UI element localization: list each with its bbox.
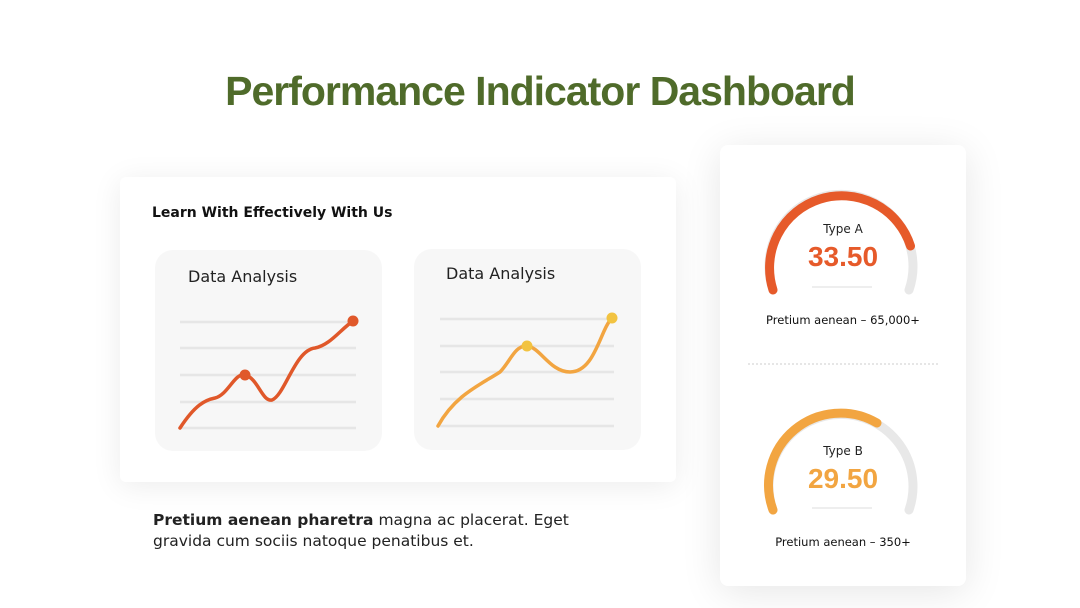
gauge-label: Type B xyxy=(823,444,863,458)
panel-lines xyxy=(180,317,614,430)
gauge-caption: Pretium aenean – 65,000+ xyxy=(766,313,920,327)
gauge-caption: Pretium aenean – 350+ xyxy=(775,535,911,549)
point xyxy=(521,340,533,352)
panel xyxy=(155,250,382,451)
gauge-label: Type A xyxy=(823,222,863,236)
gauge-value: 29.50 xyxy=(807,463,879,494)
gauge-arc xyxy=(765,191,915,295)
point xyxy=(606,312,618,324)
gauge-value: 33.50 xyxy=(807,241,879,272)
trend-line xyxy=(178,319,355,430)
side-card xyxy=(720,145,966,586)
panel-title: Data Analysis xyxy=(188,267,298,286)
description: Pretium aenean pharetra magna ac placera… xyxy=(153,510,623,552)
description-text: magna ac placerat. Eget gravida cum soci… xyxy=(153,511,569,550)
card-heading: Learn With Effectively With Us xyxy=(152,205,393,221)
title: Performance Indicator Dashboard xyxy=(225,68,856,114)
description-bold: Pretium aenean pharetra xyxy=(153,511,374,529)
panel-title: Data Analysis xyxy=(446,264,556,283)
point xyxy=(239,369,251,381)
gauge-arc xyxy=(764,408,882,515)
point xyxy=(347,315,359,327)
